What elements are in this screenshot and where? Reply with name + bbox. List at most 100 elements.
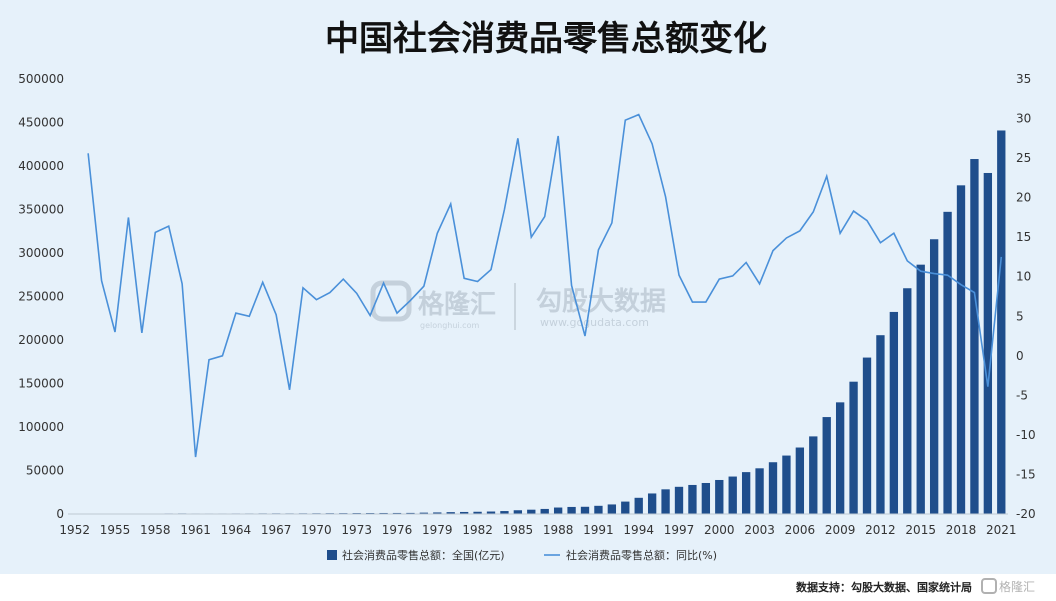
bar-series	[70, 130, 1006, 515]
bar	[406, 512, 415, 514]
y-right-tick-label: -20	[1016, 507, 1036, 521]
bar	[755, 468, 764, 514]
bar	[419, 512, 429, 514]
bar	[903, 288, 912, 514]
bar	[715, 479, 724, 514]
bar	[795, 447, 805, 514]
bar	[634, 497, 643, 514]
y-left-tick-label: 50000	[26, 464, 64, 478]
legend-line-label: 社会消费品零售总额：同比(%)	[566, 548, 717, 562]
bar	[486, 511, 496, 514]
bar	[513, 510, 523, 514]
x-tick-label: 2021	[986, 523, 1017, 537]
bar	[849, 381, 858, 514]
footer-source: 数据支持：勾股大数据、国家统计局	[796, 580, 972, 594]
y-left-tick-label: 400000	[18, 159, 64, 173]
x-tick-label: 2000	[704, 523, 735, 537]
y-right-tick-label: 0	[1016, 349, 1024, 363]
bar	[621, 501, 630, 514]
x-tick-label: 1988	[543, 523, 574, 537]
footer-logo-text: 格隆汇	[999, 579, 1035, 594]
bar	[607, 504, 617, 514]
x-tick-label: 2018	[946, 523, 977, 537]
y-right-tick-label: 15	[1016, 230, 1031, 244]
bar	[433, 512, 442, 514]
y-left-tick-label: 200000	[18, 333, 64, 347]
x-tick-label: 1961	[180, 523, 211, 537]
x-tick-label: 1967	[261, 523, 292, 537]
bar	[661, 489, 670, 514]
bar	[943, 211, 952, 514]
watermark-subtext: www.gogudata.com	[540, 316, 649, 329]
x-tick-label: 1982	[462, 523, 493, 537]
bar	[997, 130, 1006, 515]
bar	[553, 507, 563, 514]
watermark-gogudata: 勾股大数据 www.gogudata.com	[536, 287, 666, 329]
bar	[688, 484, 697, 514]
bar	[392, 512, 402, 514]
y-left-tick-label: 500000	[18, 72, 64, 86]
bar	[674, 486, 684, 514]
bar	[822, 417, 831, 514]
bar	[567, 506, 576, 514]
bar	[956, 185, 966, 514]
watermark-text: 勾股大数据	[536, 287, 666, 317]
bar	[728, 476, 737, 514]
bar	[809, 436, 818, 514]
watermark-text: 格隆汇	[418, 289, 496, 320]
y-left-tick-label: 0	[56, 507, 64, 521]
y-right-tick-label: 20	[1016, 191, 1031, 205]
x-tick-label: 1994	[623, 523, 654, 537]
x-tick-label: 1973	[341, 523, 372, 537]
footer-logo-icon	[981, 578, 997, 594]
bar	[768, 462, 778, 514]
bar	[540, 508, 549, 514]
y-left-tick-label: 350000	[18, 203, 64, 217]
y-left-tick-label: 450000	[18, 116, 64, 130]
y-right-tick-label: 5	[1016, 309, 1024, 323]
bar	[701, 482, 711, 514]
bar	[983, 172, 993, 515]
x-tick-label: 2009	[825, 523, 856, 537]
axes: 0 50000 100000 150000 200000 250000 300000 3500…	[18, 72, 1035, 537]
x-tick-label: 2015	[905, 523, 936, 537]
bar	[916, 264, 925, 514]
x-tick-label: 1952	[59, 523, 90, 537]
bar	[929, 239, 939, 514]
legend: 社会消费品零售总额：全国(亿元) 社会消费品零售总额：同比(%)	[327, 548, 717, 562]
bar	[741, 472, 751, 514]
x-tick-label: 1979	[422, 523, 453, 537]
bar	[527, 509, 536, 514]
bar	[379, 512, 388, 514]
x-tick-label: 1997	[664, 523, 695, 537]
bar	[782, 455, 791, 514]
x-tick-label: 2012	[865, 523, 896, 537]
x-tick-label: 1958	[140, 523, 171, 537]
bar	[647, 493, 657, 514]
legend-bar-label: 社会消费品零售总额：全国(亿元)	[342, 548, 505, 562]
y-right-tick-label: 10	[1016, 270, 1031, 284]
bar	[835, 402, 845, 514]
x-tick-label: 1970	[301, 523, 332, 537]
y-right-tick-label: 35	[1016, 72, 1031, 86]
bar	[594, 505, 603, 514]
bar	[876, 335, 885, 514]
bar	[459, 511, 469, 514]
watermark-gelonghui: 格隆汇 gelonghui.com	[370, 280, 496, 330]
x-tick-label: 1985	[503, 523, 534, 537]
watermark-subtext: gelonghui.com	[420, 321, 479, 330]
legend-bar-swatch	[327, 550, 337, 560]
y-right-tick-label: -15	[1016, 468, 1036, 482]
y-right-tick-label: -5	[1016, 388, 1028, 402]
bar	[862, 357, 872, 514]
footer-band	[0, 574, 1056, 601]
chart-title: 中国社会消费品零售总额变化	[325, 19, 767, 59]
y-right-tick-label: -10	[1016, 428, 1036, 442]
x-tick-label: 2006	[785, 523, 816, 537]
y-right-tick-label: 25	[1016, 151, 1031, 165]
bar	[970, 159, 979, 514]
y-right-tick-label: 30	[1016, 112, 1031, 126]
y-left-tick-label: 150000	[18, 377, 64, 391]
